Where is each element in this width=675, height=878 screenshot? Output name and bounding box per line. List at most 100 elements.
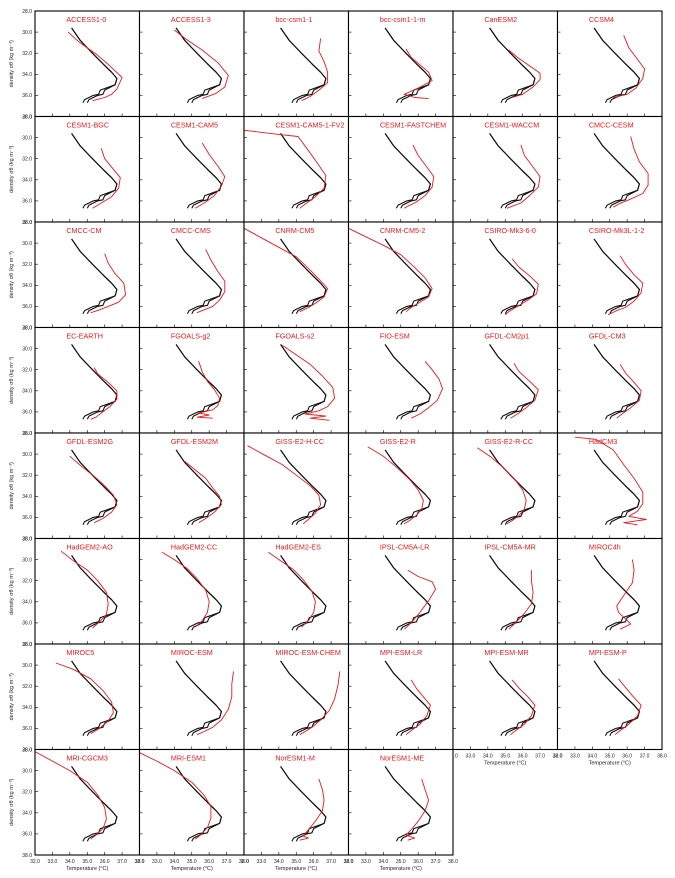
panel-cmcc-cesm: CMCC-CESM (556, 115, 663, 223)
model-line (196, 671, 234, 736)
panel-hadgem2-cc: HadGEM2-CC (138, 537, 245, 645)
panel-background (35, 11, 140, 117)
panel-background (244, 433, 349, 539)
panel-csiro-mk3l-1-2: CSIRO-Mk3L-1-2 (556, 221, 663, 329)
model-line (174, 29, 229, 100)
model-line (477, 447, 527, 525)
y-tick-label: 28.0 (22, 325, 32, 331)
x-tick-label: 38.0 (135, 859, 145, 865)
model-line (243, 129, 327, 209)
x-tick-label: 34.0 (169, 859, 179, 865)
x-tick-label: 37.0 (222, 859, 232, 865)
y-tick-label: 32.0 (22, 684, 32, 690)
panel-title: GISS-E2-H-CC (275, 437, 324, 446)
x-tick-label: 35.0 (82, 859, 92, 865)
y-tick-label: 38.0 (22, 853, 32, 859)
model-line (196, 249, 226, 314)
panel-canesm2: CanESM2 (452, 10, 559, 118)
observation-spread-line (489, 238, 536, 315)
panel-cmcc-cms: CMCC-CMS (138, 221, 245, 329)
panel-giss-e2-r-cc: GISS-E2-R-CC (452, 432, 559, 540)
panel-background (453, 327, 558, 433)
y-tick-label: 30.0 (22, 557, 32, 563)
panel-background (453, 116, 558, 222)
panel-title: GFDL-CM3 (589, 332, 626, 341)
y-tick-label: 30.0 (22, 135, 32, 141)
y-axis-title: density σθ (kg m⁻³) (9, 567, 15, 614)
y-tick-label: 28.0 (22, 536, 32, 542)
panel-background (453, 538, 558, 644)
panel-mpi-esm-p: MPI-ESM-P (556, 643, 663, 751)
panel-background (139, 327, 244, 433)
panel-gfdl-esm2g: GFDL-ESM2G (34, 432, 141, 540)
y-tick-label: 34.0 (22, 389, 32, 395)
panel-title: MPI-ESM-MR (484, 648, 528, 657)
x-tick-label: 32.0 (239, 859, 249, 865)
panel-fgoals-g2: FGOALS-g2 (138, 326, 245, 434)
panel-cesm1-waccm: CESM1-WACCM (452, 115, 559, 223)
y-tick-label: 28.0 (22, 114, 32, 120)
panel-title: HadGEM2-CC (171, 543, 217, 552)
panel-title: FIO-ESM (380, 332, 410, 341)
model-line (55, 662, 114, 735)
model-line (247, 445, 322, 525)
x-tick-label: 35.0 (291, 859, 301, 865)
x-tick-label: 34.0 (65, 859, 75, 865)
panel-background (348, 327, 453, 433)
x-tick-label: 33.0 (152, 859, 162, 865)
panel-title: CanESM2 (484, 15, 517, 24)
x-tick-label: 33.0 (570, 754, 580, 760)
panel-background (139, 11, 244, 117)
x-tick-label: 38.0 (448, 859, 458, 865)
x-tick-label: 36.0 (309, 859, 319, 865)
model-line (348, 227, 433, 313)
y-tick-label: 32.0 (22, 51, 32, 57)
panel-background (35, 644, 140, 750)
model-line (403, 48, 433, 100)
y-tick-label: 36.0 (22, 515, 32, 521)
model-line (616, 559, 635, 630)
observation-spread-line (593, 660, 640, 737)
panel-background (557, 11, 662, 117)
model-line (90, 253, 127, 314)
x-tick-label: 35.0 (187, 859, 197, 865)
y-tick-label: 38.0 (22, 325, 32, 331)
panel-giss-e2-h-cc: GISS-E2-H-CC (243, 432, 350, 540)
observation-spread-line (593, 555, 640, 631)
panel-title: MIROC4h (589, 543, 621, 552)
model-line (69, 455, 118, 524)
model-line (574, 436, 647, 526)
y-axis-title: density σθ (kg m⁻³) (9, 673, 15, 720)
panel-ec-earth: EC-EARTH (34, 326, 141, 434)
panel-background (557, 116, 662, 222)
panel-gfdl-esm2m: GFDL-ESM2M (138, 432, 245, 540)
x-tick-label: 35.0 (500, 754, 510, 760)
observation-spread-line (593, 449, 640, 526)
model-line (607, 255, 644, 316)
y-tick-label: 30.0 (22, 663, 32, 669)
x-tick-label: 37.0 (117, 859, 127, 865)
observation-spread-line (175, 238, 222, 315)
model-line (504, 258, 539, 316)
x-tick-label: 38.0 (344, 859, 354, 865)
panel-cnrm-cm5: CNRM-CM5 (243, 221, 350, 329)
model-line (196, 361, 221, 419)
x-tick-label: 36.0 (100, 859, 110, 865)
model-line (506, 144, 541, 209)
y-tick-label: 38.0 (22, 220, 32, 226)
observation-spread-line (71, 660, 118, 737)
panel-gfdl-cm3: GFDL-CM3 (556, 326, 663, 434)
panel-title: CESM1-FASTCHEM (380, 121, 446, 130)
panel-background (557, 433, 662, 539)
x-tick-label: 36.0 (204, 859, 214, 865)
observation-spread-line (489, 660, 536, 737)
model-line (161, 551, 210, 628)
y-tick-label: 38.0 (22, 114, 32, 120)
y-axis-title: density σθ (kg m⁻³) (9, 40, 15, 87)
x-tick-label: 32.0 (135, 859, 145, 865)
panel-background (557, 644, 662, 750)
panel-background (348, 644, 453, 750)
panel-cnrm-cm5-2: CNRM-CM5-2 (347, 221, 454, 329)
y-tick-label: 36.0 (22, 410, 32, 416)
panel-background (139, 644, 244, 750)
